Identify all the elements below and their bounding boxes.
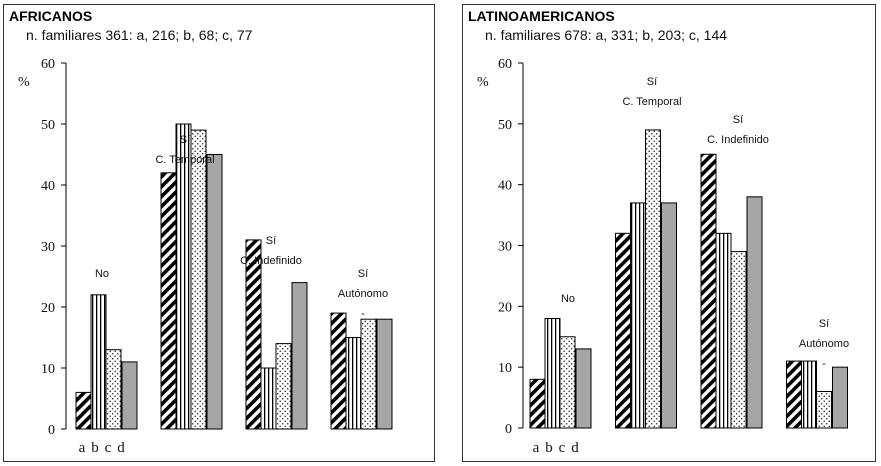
bar-a xyxy=(75,391,92,430)
y-axis-unit: % xyxy=(18,75,30,90)
y-tick-label: 60 xyxy=(498,57,512,72)
bar-b xyxy=(345,337,362,430)
bar-d xyxy=(746,196,763,429)
bar-c xyxy=(559,336,576,429)
series-label: a xyxy=(79,440,86,456)
bar-d xyxy=(575,348,592,429)
y-tick-label: 40 xyxy=(498,179,512,194)
series-label: d xyxy=(117,440,125,456)
category-label: - xyxy=(361,308,365,320)
y-tick-label: 50 xyxy=(41,118,55,133)
category-label: No xyxy=(561,293,575,305)
y-tick-label: 10 xyxy=(498,361,512,376)
bar-a xyxy=(330,312,347,430)
y-tick-label: 50 xyxy=(498,118,512,133)
category-label: Sí xyxy=(733,114,743,126)
category-label: Autónomo xyxy=(338,288,388,300)
chart-subtitle: n. familiares 361: a, 216; b, 68; c, 77 xyxy=(26,27,253,43)
bar-b xyxy=(544,318,561,429)
bar-b xyxy=(630,202,646,429)
category-label: Sí xyxy=(266,235,276,247)
category-label: Sí xyxy=(819,318,829,330)
chart-panel-africanos: AFRICANOS n. familiares 361: a, 216; b, … xyxy=(3,4,435,462)
bar-d xyxy=(291,282,308,430)
category-label: Sí xyxy=(647,76,657,88)
bar-b xyxy=(260,367,277,430)
bar-b xyxy=(715,232,732,429)
series-label: c xyxy=(559,440,566,456)
bar-b xyxy=(175,123,192,430)
y-tick-label: 0 xyxy=(505,422,512,437)
category-label: C. Indefinido xyxy=(707,134,769,146)
series-label: a xyxy=(533,440,540,456)
bar-a xyxy=(615,232,631,429)
y-tick-label: 40 xyxy=(41,179,55,194)
chart-panel-latinoamericanos: LATINOAMERICANOS n. familiares 678: a, 3… xyxy=(462,4,876,462)
bar-chart-svg: 0 10 20 30 40 50 60 No Sí C. Temporal Sí C. Indefin… xyxy=(41,57,393,456)
bar-c xyxy=(275,343,292,430)
bar-a xyxy=(245,239,262,430)
bar-d xyxy=(206,154,223,430)
category-label: C. Temporal xyxy=(155,154,214,166)
category-label: No xyxy=(95,268,109,280)
bar-c xyxy=(645,129,661,429)
series-label: d xyxy=(571,440,579,456)
y-tick-label: 20 xyxy=(498,300,512,315)
bar-chart-svg: 0 10 20 30 40 50 60 No Sí C. Temporal Sí C. Indefin… xyxy=(498,57,849,456)
y-tick-label: 0 xyxy=(48,423,55,438)
y-tick-label: 30 xyxy=(41,240,55,255)
bar-b xyxy=(90,294,107,430)
bar-d xyxy=(121,361,138,430)
y-tick-label: 30 xyxy=(498,240,512,255)
category-label: Sí xyxy=(180,134,190,146)
category-label: - xyxy=(822,358,826,370)
bar-a xyxy=(160,172,177,430)
category-label: C. Temporal xyxy=(622,96,681,108)
bar-a xyxy=(700,153,717,429)
series-label: c xyxy=(105,440,112,456)
chart-title: AFRICANOS xyxy=(9,8,93,24)
bar-d xyxy=(376,318,393,430)
chart-subtitle: n. familiares 678: a, 331; b, 203; c, 14… xyxy=(485,27,728,43)
bar-d xyxy=(661,202,677,429)
chart-title: LATINOAMERICANOS xyxy=(468,8,615,24)
y-tick-label: 20 xyxy=(41,301,55,316)
bar-c xyxy=(730,251,747,429)
y-tick-label: 60 xyxy=(41,57,55,72)
bar-c xyxy=(105,349,122,430)
bar-d xyxy=(832,366,848,429)
category-label: Sí xyxy=(358,268,368,280)
bar-a xyxy=(529,378,546,429)
series-label: b xyxy=(91,440,99,456)
y-axis-unit: % xyxy=(477,75,489,90)
bar-c xyxy=(190,129,207,430)
category-label: Autónomo xyxy=(799,338,849,350)
bar-b xyxy=(801,360,817,429)
category-label: C. Indefinido xyxy=(240,255,302,267)
bar-c xyxy=(816,391,832,429)
bar-a xyxy=(786,360,802,429)
y-tick-label: 10 xyxy=(41,362,55,377)
series-label: b xyxy=(545,440,553,456)
bar-c xyxy=(360,318,377,430)
